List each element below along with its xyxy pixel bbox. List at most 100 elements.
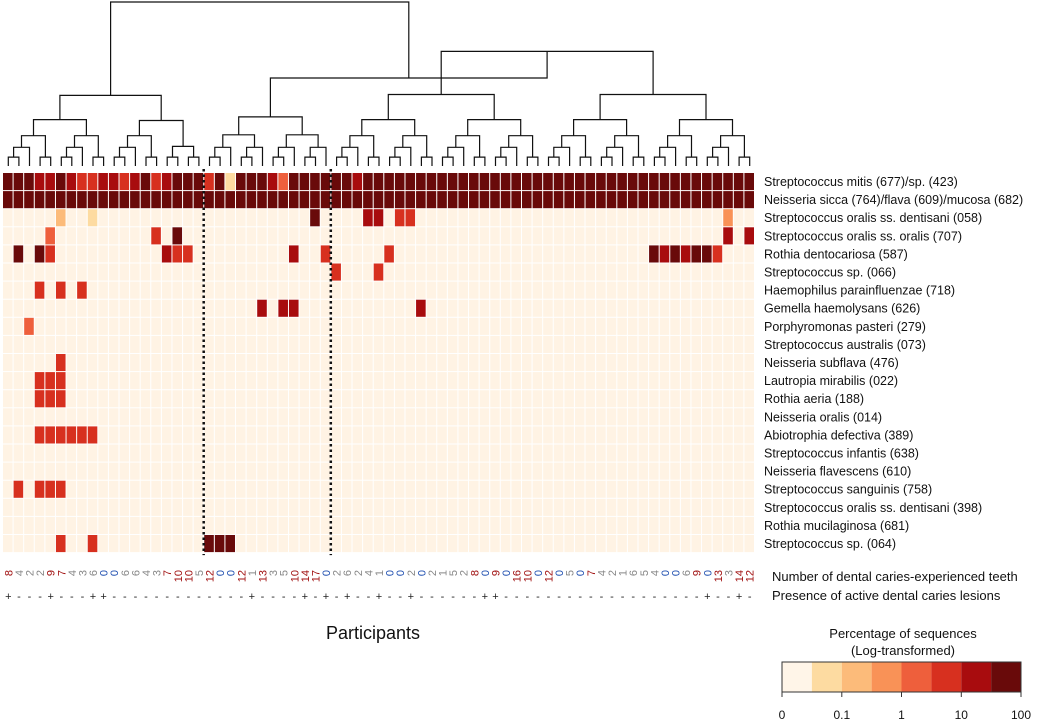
heatmap-cell	[108, 498, 119, 516]
heatmap-cell	[341, 209, 352, 227]
heatmap-cell	[161, 173, 172, 191]
heatmap-cell	[680, 191, 691, 209]
heatmap-cell	[394, 480, 405, 498]
heatmap-cell	[458, 227, 469, 245]
heatmap-cell	[606, 426, 617, 444]
heatmap-cell	[479, 372, 490, 390]
heatmap-cell	[246, 173, 257, 191]
heatmap-cell	[564, 462, 574, 480]
caries-count: 0	[575, 570, 587, 576]
heatmap-cell	[394, 299, 405, 317]
active-lesion-marker: +	[5, 591, 11, 603]
heatmap-cell	[649, 498, 659, 516]
heatmap-cell	[564, 191, 574, 209]
heatmap-cell	[130, 372, 140, 390]
heatmap-cell	[341, 498, 352, 516]
heatmap-cell	[352, 335, 363, 353]
heatmap-cell	[585, 299, 596, 317]
heatmap-cell	[384, 535, 394, 553]
heatmap-cell	[532, 498, 543, 516]
heatmap-cell	[712, 299, 723, 317]
heatmap-cell	[13, 263, 24, 281]
active-lesion-marker: +	[736, 591, 742, 603]
heatmap-cell	[490, 173, 500, 191]
heatmap-cell	[66, 245, 77, 263]
heatmap-cell	[204, 191, 214, 209]
heatmap-cell	[405, 354, 416, 372]
heatmap-cell	[744, 263, 754, 281]
active-lesion-marker: -	[155, 591, 159, 603]
caries-count: 13	[258, 570, 270, 582]
heatmap-cell	[416, 390, 426, 408]
heatmap-cell	[24, 209, 34, 227]
heatmap-cell	[416, 299, 426, 317]
heatmap-cell	[363, 462, 373, 480]
heatmap-cell	[140, 498, 151, 516]
heatmap-cell	[288, 209, 299, 227]
heatmap-cell	[447, 516, 458, 534]
species-label: Streptococcus oralis ss. dentisani (058)	[764, 211, 982, 225]
heatmap-cell	[299, 299, 310, 317]
heatmap-cell	[161, 426, 172, 444]
heatmap-cell	[288, 408, 299, 426]
heatmap-cell	[638, 390, 649, 408]
heatmap-cell	[151, 281, 161, 299]
heatmap-cell	[267, 426, 278, 444]
heatmap-cell	[490, 191, 500, 209]
heatmap-cell	[331, 390, 341, 408]
heatmap-cell	[426, 227, 437, 245]
heatmap-cell	[447, 498, 458, 516]
heatmap-cell	[77, 173, 87, 191]
heatmap-cell	[469, 408, 479, 426]
heatmap-cell	[161, 535, 172, 553]
heatmap-cell	[500, 281, 511, 299]
heatmap-cell	[627, 408, 638, 426]
heatmap-cell	[627, 227, 638, 245]
heatmap-cell	[193, 227, 204, 245]
heatmap-cell	[585, 408, 596, 426]
heatmap-cell	[140, 173, 151, 191]
heatmap-cell	[310, 535, 320, 553]
heatmap-cell	[246, 209, 257, 227]
heatmap-cell	[394, 390, 405, 408]
heatmap-cell	[638, 444, 649, 462]
heatmap-cell	[574, 462, 585, 480]
heatmap-cell	[458, 408, 469, 426]
heatmap-cell	[161, 209, 172, 227]
legend-tick-label: 100	[1011, 708, 1031, 722]
heatmap-cell	[490, 227, 500, 245]
heatmap-cell	[702, 516, 712, 534]
heatmap-cell	[511, 444, 521, 462]
heatmap-cell	[447, 444, 458, 462]
heatmap-cell	[394, 173, 405, 191]
heatmap-cell	[479, 209, 490, 227]
heatmap-cell	[331, 191, 341, 209]
heatmap-cell	[204, 444, 214, 462]
heatmap-cell	[384, 317, 394, 335]
active-lesion-marker: -	[515, 591, 519, 603]
heatmap-cell	[680, 390, 691, 408]
heatmap-cell	[225, 281, 236, 299]
heatmap-cell	[3, 317, 13, 335]
heatmap-cell	[384, 354, 394, 372]
heatmap-cell	[45, 227, 55, 245]
heatmap-cell	[55, 299, 66, 317]
active-lesion-marker: -	[451, 591, 455, 603]
heatmap-cell	[278, 173, 288, 191]
heatmap-cell	[34, 390, 45, 408]
heatmap-cell	[214, 245, 225, 263]
heatmap-cell	[183, 354, 193, 372]
heatmap-cell	[394, 227, 405, 245]
heatmap-cell	[649, 426, 659, 444]
heatmap-cell	[617, 209, 627, 227]
heatmap-cell	[723, 209, 733, 227]
heatmap-cell	[34, 227, 45, 245]
heatmap-cell	[744, 444, 754, 462]
heatmap-cell	[564, 335, 574, 353]
heatmap-cell	[521, 263, 532, 281]
heatmap-cell	[204, 390, 214, 408]
active-lesion-marker: -	[59, 591, 63, 603]
caries-count: 6	[628, 570, 640, 576]
heatmap-cell	[543, 516, 553, 534]
heatmap-cell	[225, 354, 236, 372]
